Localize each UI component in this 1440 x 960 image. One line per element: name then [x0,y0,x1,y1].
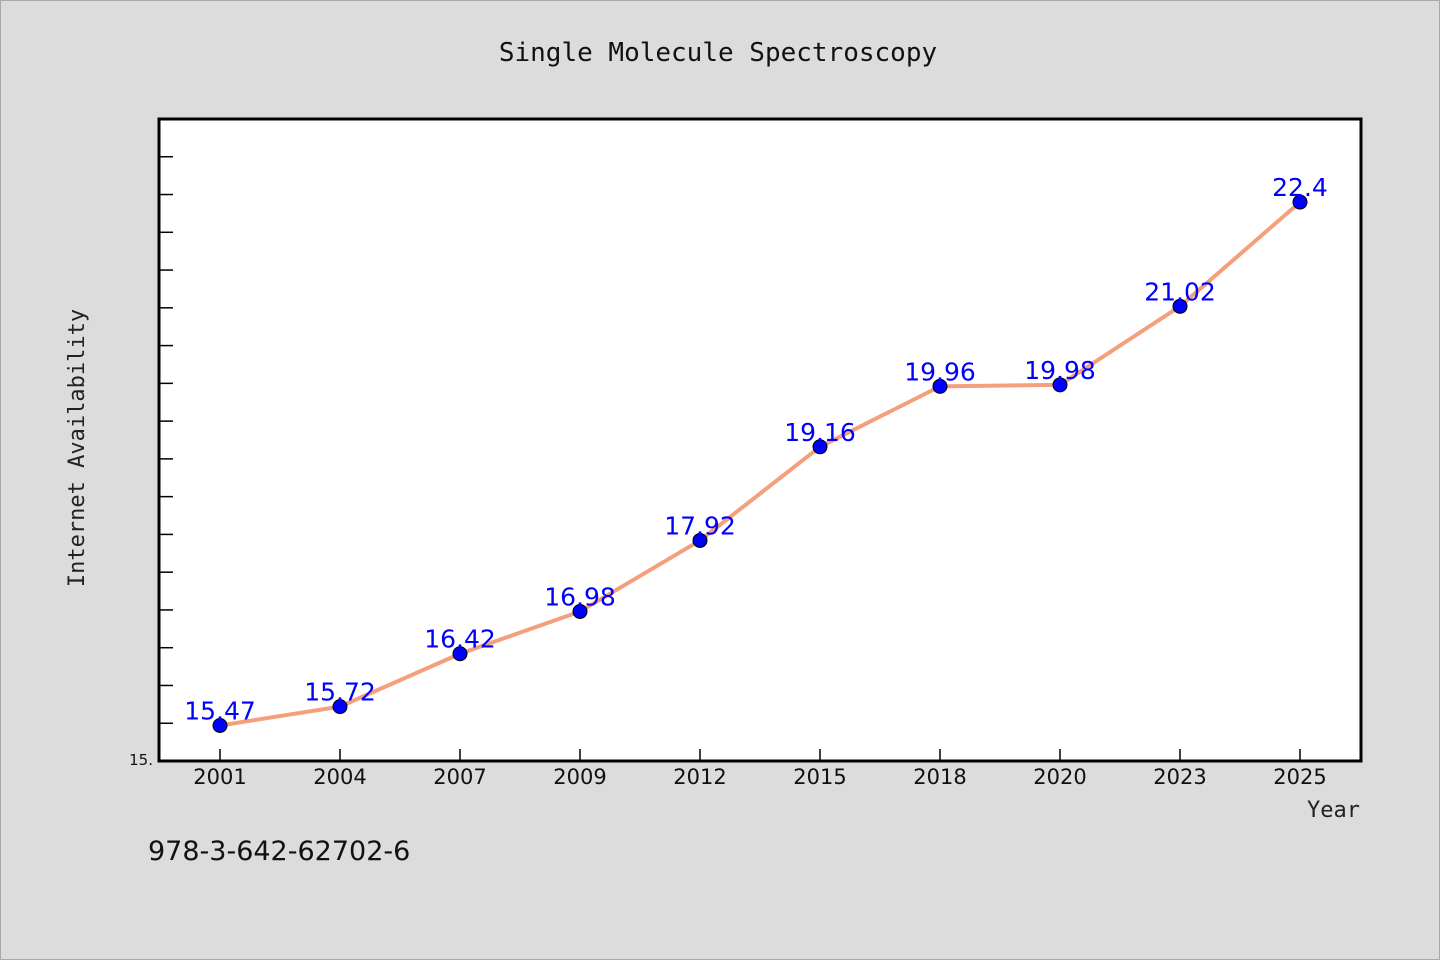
data-point [452,646,468,662]
x-tick-label: 2012 [673,765,726,789]
x-tick-label: 2004 [313,765,366,789]
y-axis-minor-ticks [159,118,173,762]
data-label: 15.47 [184,697,256,726]
data-label: 21.02 [1144,277,1216,306]
data-point [572,603,588,619]
chart-title: Single Molecule Spectroscopy [499,38,937,68]
data-label: 19.96 [904,357,976,386]
x-tick-label: 2025 [1273,765,1326,789]
data-point [1292,194,1308,210]
series-group: 15.47 15.72 16.42 16.98 17.92 19.16 19.96 19.98… [184,173,1328,734]
data-point [1052,377,1068,393]
data-point [1172,298,1188,314]
data-label: 16.98 [544,582,616,611]
x-tick-label: 2009 [553,765,606,789]
data-point [692,532,708,548]
x-tick-label: 2018 [913,765,966,789]
series-line [219,200,1302,728]
y-tick-label: 15. [129,751,153,769]
x-tick-label: 2023 [1153,765,1206,789]
plot-area [157,117,1363,763]
data-point [332,699,348,715]
x-tick-label: 2007 [433,765,486,789]
data-label: 17.92 [664,511,736,540]
x-tick-label: 2015 [793,765,846,789]
x-axis-ticks [219,749,1301,761]
data-label: 16.42 [424,625,496,654]
data-label: 19.98 [1024,356,1096,385]
data-label: 19.16 [784,418,856,447]
x-tick-labels: 2001 2004 2007 2009 2012 2015 2018 2020 2023 2025 [193,765,1326,789]
x-tick-label: 2001 [193,765,246,789]
data-point [212,718,228,734]
data-point [812,439,828,455]
y-axis-label: Internet Availability [65,309,90,587]
data-label: 15.72 [304,678,376,707]
x-axis-label: Year [1307,798,1360,823]
data-point [932,378,948,394]
data-label: 22.4 [1272,173,1328,202]
x-tick-label: 2020 [1033,765,1086,789]
isbn-text: 978-3-642-62702-6 [148,836,411,867]
